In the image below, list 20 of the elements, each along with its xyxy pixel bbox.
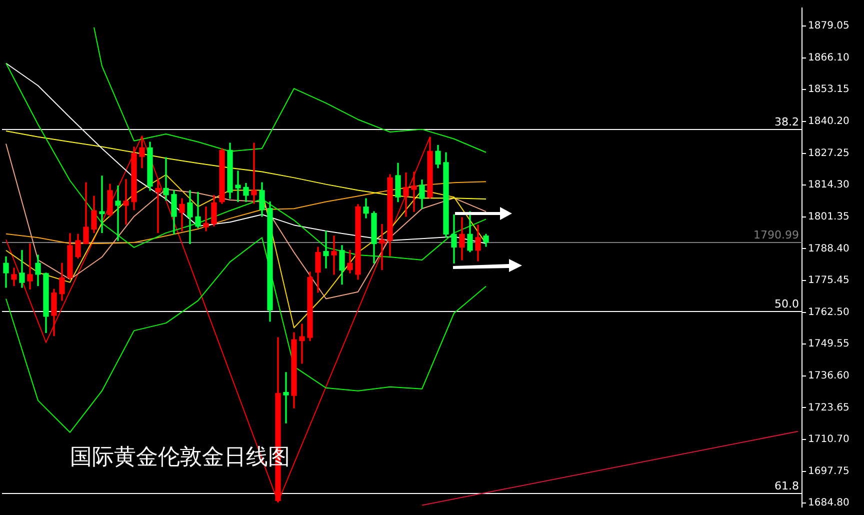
y-tick-label: 1801.35: [808, 211, 850, 222]
y-tick-label: 1879.05: [808, 20, 850, 32]
y-tick-label: 1762.50: [808, 306, 850, 318]
annotation: 50.0: [774, 298, 799, 311]
y-tick-label: 1710.70: [808, 434, 850, 446]
y-tick-label: 1827.25: [808, 148, 850, 159]
annotation: 61.8: [774, 480, 799, 493]
y-tick-label: 1697.75: [808, 466, 850, 477]
ref-line-label: 1790.99: [754, 228, 799, 242]
y-tick-label: 1840.20: [808, 116, 850, 128]
y-tick-label: 1749.55: [808, 338, 850, 350]
y-tick-label: 1723.65: [808, 402, 850, 414]
y-tick-label: 1684.80: [808, 498, 850, 509]
y-tick-label: 1788.40: [808, 243, 850, 254]
annotation: 38.2: [774, 116, 799, 129]
y-tick-label: 1736.60: [808, 370, 850, 382]
y-tick-label: 1866.10: [808, 52, 850, 64]
y-tick-label: 1775.45: [808, 275, 850, 286]
y-tick-label: 1853.15: [808, 84, 850, 96]
y-tick-label: 1814.30: [808, 180, 850, 191]
